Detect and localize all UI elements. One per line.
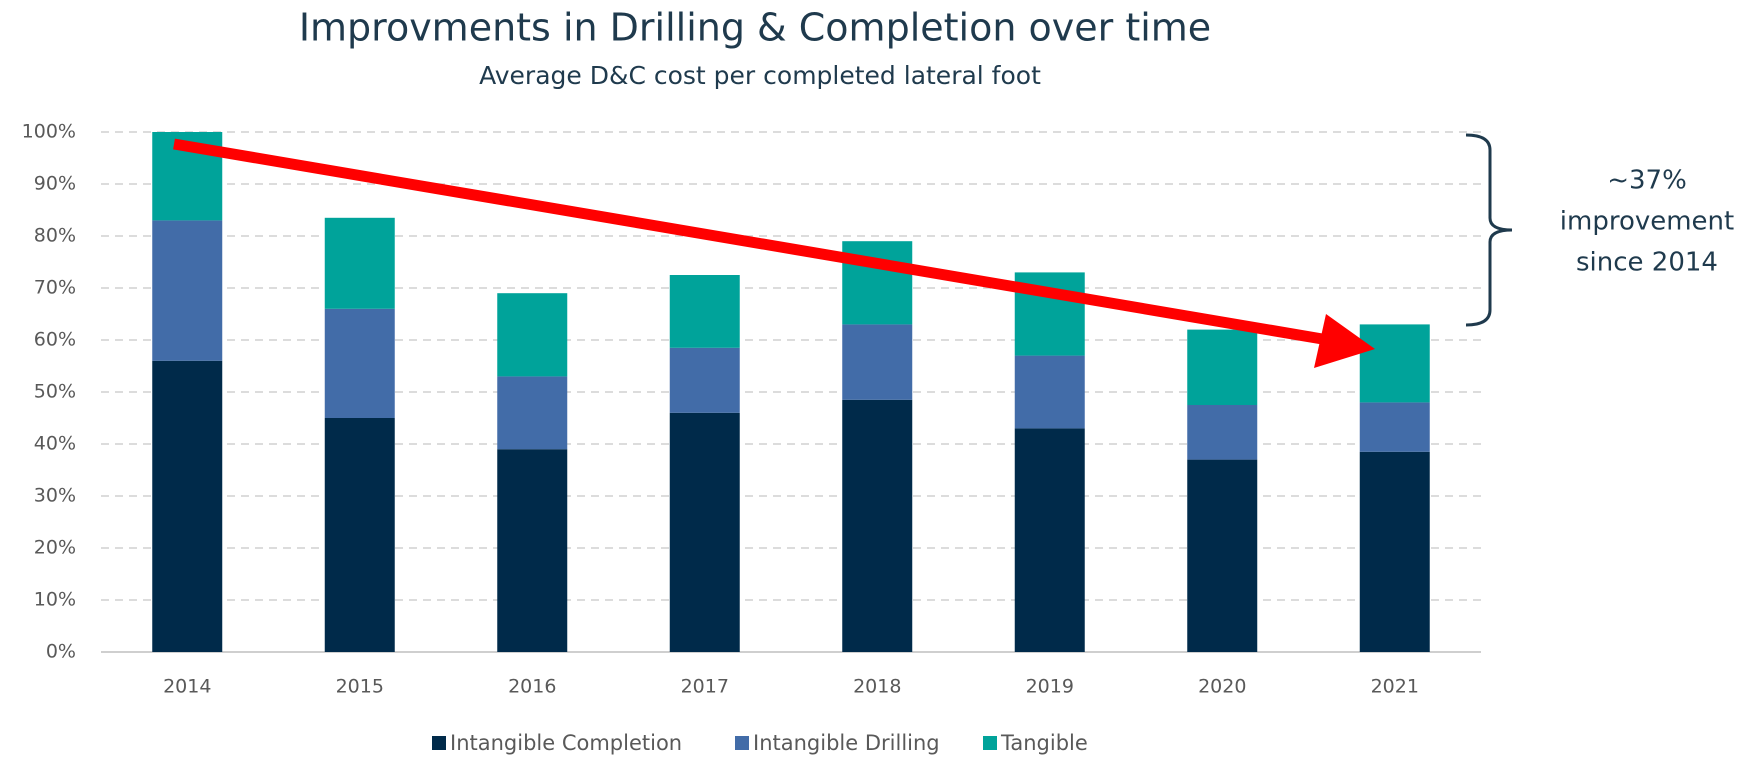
- y-tick-label: 50%: [34, 381, 76, 403]
- y-tick-label: 30%: [34, 485, 76, 507]
- x-tick-label: 2016: [508, 676, 556, 698]
- legend-swatch: [432, 736, 446, 750]
- y-tick-label: 70%: [34, 277, 76, 299]
- x-tick-label: 2021: [1371, 676, 1419, 698]
- bar-segment: [1014, 428, 1085, 652]
- x-tick-label: 2018: [853, 676, 901, 698]
- bar-segment: [842, 324, 913, 400]
- plot-area: 0% 10% 20% 30% 40% 50% 60% 70% 80% 90% 100% 2014 201…: [22, 121, 1481, 698]
- bar-segment: [324, 217, 395, 309]
- chart-title: Improvments in Drilling & Completion ove…: [299, 6, 1211, 50]
- bar-segment: [669, 412, 740, 652]
- bar-segment: [497, 293, 568, 377]
- bar-segment: [1187, 329, 1258, 405]
- y-tick-label: 20%: [34, 537, 76, 559]
- y-tick-label: 0%: [46, 641, 76, 663]
- bar-segment: [669, 347, 740, 413]
- y-tick-label: 90%: [34, 173, 76, 195]
- bracket: [1465, 133, 1513, 327]
- y-tick-label: 10%: [34, 589, 76, 611]
- chart-subtitle: Average D&C cost per completed lateral f…: [479, 61, 1041, 90]
- legend-label: Tangible: [1000, 731, 1088, 755]
- bar-segment: [497, 449, 568, 652]
- bar-segment: [1359, 324, 1430, 403]
- legend-label: Intangible Drilling: [753, 731, 940, 755]
- trend-arrow: [173, 138, 1341, 348]
- x-tick-label: 2014: [163, 676, 211, 698]
- bar-segment: [324, 418, 395, 652]
- bar-segment: [152, 220, 223, 361]
- arrow-head: [1314, 314, 1375, 368]
- y-tick-label: 80%: [34, 225, 76, 247]
- bar-segment: [497, 376, 568, 450]
- bar-segment: [1359, 402, 1430, 452]
- bar-segment: [324, 308, 395, 418]
- bar-segment: [842, 399, 913, 652]
- bar-segment: [669, 275, 740, 348]
- bar-segment: [1014, 355, 1085, 429]
- bar-segment: [1187, 405, 1258, 460]
- y-tick-label: 40%: [34, 433, 76, 455]
- bar-segment: [152, 360, 223, 652]
- y-tick-label: 60%: [34, 329, 76, 351]
- annotation: ~37%: [1607, 166, 1687, 196]
- x-tick-label: 2020: [1198, 676, 1246, 698]
- legend-swatch: [983, 736, 997, 750]
- x-tick-label: 2019: [1026, 676, 1074, 698]
- bar-segment: [1187, 459, 1258, 652]
- bar-segment: [842, 241, 913, 325]
- x-tick-label: 2015: [336, 676, 384, 698]
- annotation: since 2014: [1576, 248, 1718, 278]
- y-tick-label: 100%: [22, 121, 76, 143]
- x-tick-label: 2017: [681, 676, 729, 698]
- bar-segment: [1359, 451, 1430, 652]
- legend-swatch: [735, 736, 749, 750]
- annotation: improvement: [1560, 207, 1734, 237]
- legend-label: Intangible Completion: [450, 731, 682, 755]
